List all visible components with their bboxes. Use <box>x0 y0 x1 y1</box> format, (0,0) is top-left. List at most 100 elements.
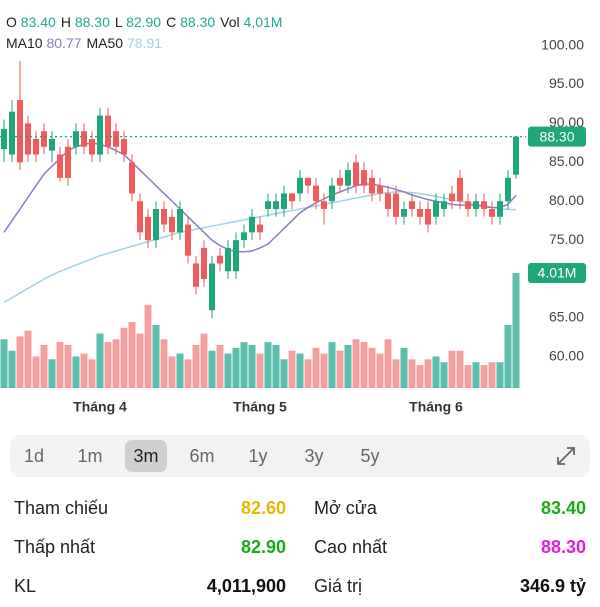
volume-bar <box>360 342 368 388</box>
volume-bar <box>160 339 168 388</box>
x-tick-label: Tháng 5 <box>233 399 287 415</box>
volume-bar <box>96 333 104 388</box>
candle-body <box>177 209 183 233</box>
header-key: C <box>166 14 177 30</box>
last-price-label: 88.30 <box>539 128 574 144</box>
candle-body <box>393 193 399 217</box>
stat-label: Mở cửa <box>314 498 377 518</box>
volume-bar <box>312 347 320 388</box>
volume-bar <box>24 330 32 388</box>
volume-bar <box>424 359 432 388</box>
volume-bar <box>480 365 488 388</box>
volume-bar <box>48 359 56 388</box>
candle-body <box>233 240 239 272</box>
period-button[interactable]: 1d <box>23 446 45 466</box>
volume-bar <box>216 344 224 388</box>
period-button[interactable]: 3m <box>125 440 167 472</box>
volume-bar <box>120 327 128 388</box>
candle-body <box>361 170 367 186</box>
volume-bar <box>280 359 288 388</box>
candle-body <box>273 201 279 209</box>
expand-icon[interactable] <box>554 444 578 468</box>
candle-body <box>241 232 247 241</box>
volume-bar <box>72 356 80 388</box>
candle-body <box>201 247 207 280</box>
volume-bar <box>504 324 512 388</box>
candle-body <box>1 128 7 150</box>
candle-body <box>449 193 455 202</box>
last-price-box <box>528 126 586 147</box>
candle-body <box>441 201 447 209</box>
chart: Tháng 4 Tháng 5 Tháng 6 100.00 95.00 90.00 85.… <box>0 36 586 415</box>
candle-body <box>193 263 199 287</box>
candle-body <box>321 201 327 209</box>
candle-body <box>209 263 215 311</box>
candle-body <box>497 201 503 217</box>
candle-body <box>353 162 359 186</box>
period-button[interactable]: 1y <box>248 446 268 466</box>
candle-body <box>345 170 351 186</box>
period-button[interactable]: 1m <box>77 446 103 466</box>
period-button[interactable]: 6m <box>189 446 215 466</box>
volume-bar <box>400 347 408 388</box>
stat-row: Tham chiếu 82.60 <box>14 490 286 529</box>
candle-body <box>313 185 319 202</box>
candle-body <box>57 154 63 178</box>
stat-row: Giá trị 346.9 tỷ <box>314 568 586 607</box>
y-tick-label: 95.00 <box>549 75 584 91</box>
volume-bar <box>496 362 504 388</box>
volume-bar <box>344 344 352 388</box>
candle-body <box>433 201 439 217</box>
header-key: Vol <box>220 14 240 30</box>
volume-bar <box>64 344 72 388</box>
candle-body <box>489 209 495 217</box>
x-tick-label: Tháng 6 <box>409 399 463 415</box>
volume-bar <box>304 359 312 388</box>
period-bar: 1d 1m 3m 6m 1y 3y 5y <box>10 435 590 477</box>
volume-bar <box>272 344 280 388</box>
volume-bar <box>0 339 8 388</box>
period-button[interactable]: 3y <box>304 446 324 466</box>
candle-body <box>129 162 135 194</box>
y-tick-label: 75.00 <box>549 231 584 247</box>
volume-bar <box>240 342 248 388</box>
volume-bar <box>16 336 24 388</box>
header-key: MA10 <box>6 35 43 51</box>
header-value: 4,01M <box>243 14 283 30</box>
candle-body <box>385 193 391 209</box>
last-volume-box <box>528 263 586 283</box>
candle-body <box>265 201 271 209</box>
volume-bar <box>184 359 192 388</box>
volume-bar <box>488 362 496 388</box>
volume-bar <box>88 359 96 388</box>
volume-bar <box>264 342 272 388</box>
candle-body <box>49 138 55 151</box>
y-tick-label: 65.00 <box>549 309 584 325</box>
volume-bar <box>328 342 336 388</box>
volume-bar <box>256 353 264 388</box>
volume-bar <box>208 350 216 388</box>
candle-body <box>505 177 511 202</box>
candle-body <box>513 136 519 175</box>
stat-row: Mở cửa 83.40 <box>314 490 586 529</box>
candle-body <box>169 216 175 233</box>
candle-body <box>465 201 471 209</box>
y-tick-label: 80.00 <box>549 192 584 208</box>
candle-body <box>25 123 31 155</box>
header-key: MA50 <box>86 35 124 51</box>
stats-right: Mở cửa 83.40 Cao nhất 88.30 Giá trị 346.9 tỷ <box>314 490 586 607</box>
header-value: 80.77 <box>46 35 82 51</box>
volume-bar <box>248 344 256 388</box>
stat-label: Thấp nhất <box>14 537 96 557</box>
volume-bar <box>512 273 520 388</box>
stat-label: Tham chiếu <box>14 498 109 518</box>
volume-bar <box>464 365 472 388</box>
candle-body <box>81 131 87 147</box>
period-button[interactable]: 5y <box>360 446 380 466</box>
candle-body <box>481 201 487 209</box>
candle-body <box>289 193 295 202</box>
volume-bar <box>152 324 160 388</box>
header-value: 88.30 <box>180 14 216 30</box>
volume-bar <box>456 350 464 388</box>
candle-body <box>17 100 23 163</box>
